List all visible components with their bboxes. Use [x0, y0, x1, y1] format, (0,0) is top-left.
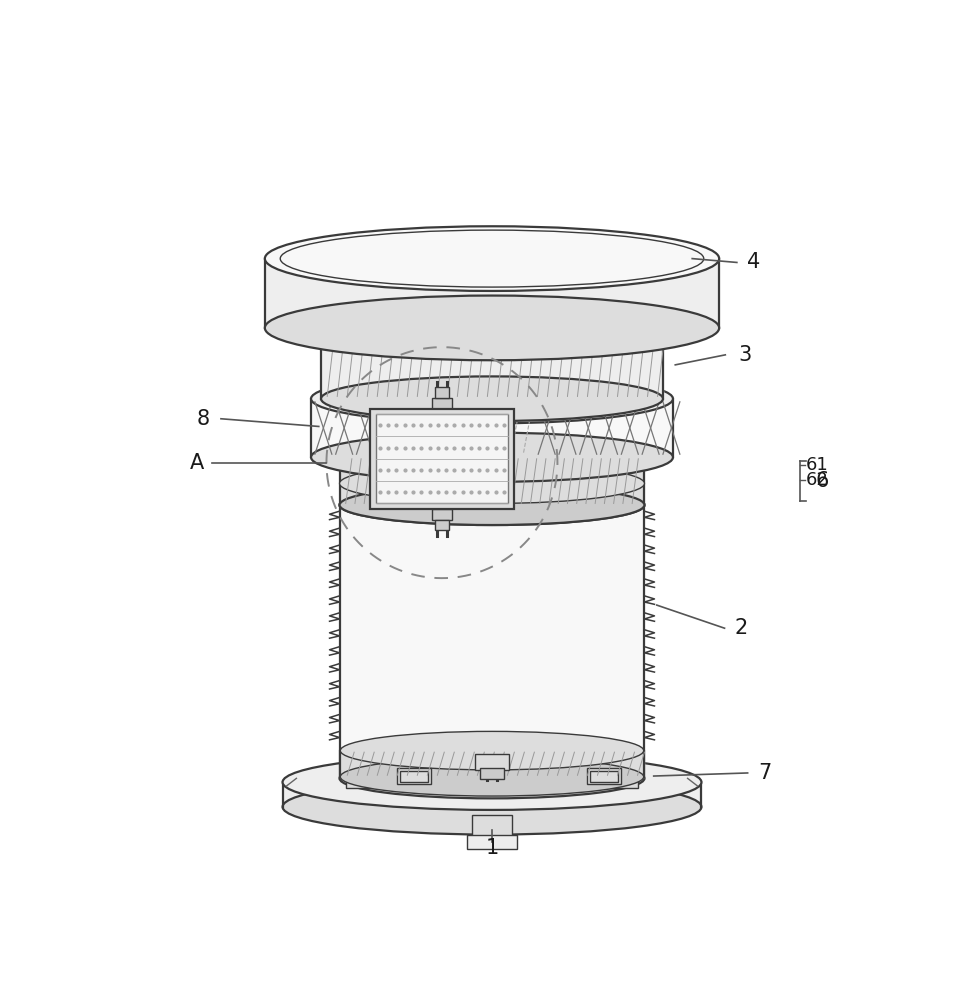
- Text: 6: 6: [815, 471, 828, 491]
- Circle shape: [357, 775, 365, 783]
- Text: 61: 61: [806, 456, 828, 474]
- Ellipse shape: [340, 437, 644, 477]
- Ellipse shape: [340, 463, 644, 503]
- Ellipse shape: [340, 758, 644, 796]
- Text: 4: 4: [747, 252, 760, 272]
- Bar: [346, 771, 376, 788]
- Ellipse shape: [321, 376, 663, 421]
- Text: 2: 2: [734, 618, 748, 638]
- Ellipse shape: [340, 758, 644, 798]
- Bar: [480, 768, 504, 779]
- Bar: [468, 835, 516, 849]
- Ellipse shape: [282, 779, 702, 835]
- Ellipse shape: [340, 731, 644, 770]
- Bar: [435, 520, 449, 530]
- Polygon shape: [340, 751, 644, 777]
- Ellipse shape: [321, 306, 663, 350]
- Text: 8: 8: [197, 409, 210, 429]
- Bar: [589, 771, 617, 782]
- Text: 3: 3: [738, 345, 751, 365]
- Ellipse shape: [265, 296, 719, 360]
- Ellipse shape: [282, 754, 702, 810]
- Ellipse shape: [311, 374, 673, 423]
- Bar: [472, 815, 512, 838]
- Ellipse shape: [311, 433, 673, 482]
- Bar: [400, 771, 428, 782]
- Bar: [475, 754, 509, 770]
- Text: A: A: [190, 453, 204, 473]
- Text: 1: 1: [486, 838, 498, 858]
- Polygon shape: [340, 457, 644, 505]
- Polygon shape: [311, 399, 673, 457]
- Ellipse shape: [265, 226, 719, 291]
- Bar: [587, 768, 620, 784]
- Bar: [435, 387, 449, 398]
- Bar: [608, 771, 638, 788]
- Polygon shape: [321, 328, 663, 399]
- Circle shape: [619, 775, 627, 783]
- Polygon shape: [340, 505, 644, 778]
- Bar: [432, 398, 452, 409]
- Bar: [397, 768, 431, 784]
- Ellipse shape: [340, 485, 644, 525]
- Bar: [432, 509, 452, 520]
- Bar: [371, 409, 514, 509]
- Ellipse shape: [340, 485, 644, 525]
- Bar: [375, 414, 508, 503]
- Polygon shape: [265, 259, 719, 328]
- Text: 62: 62: [806, 471, 829, 489]
- Text: 7: 7: [758, 763, 772, 783]
- Polygon shape: [282, 782, 702, 807]
- Bar: [483, 491, 501, 507]
